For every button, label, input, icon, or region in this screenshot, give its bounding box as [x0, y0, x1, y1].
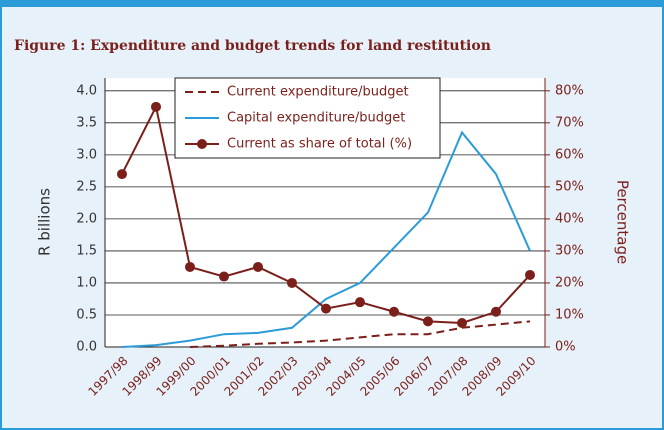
marker	[457, 317, 467, 328]
marker	[117, 169, 127, 180]
legend-label: Current as share of total (%)	[227, 137, 412, 152]
legend-label: Current expenditure/budget	[227, 85, 409, 100]
y2-tick-label: 30%	[555, 243, 584, 258]
chart-title: Figure 1: Expenditure and budget trends …	[14, 38, 491, 54]
marker	[355, 297, 365, 308]
y2-tick-label: 80%	[555, 83, 584, 98]
marker	[287, 277, 297, 288]
top-band	[1, 1, 663, 7]
y2-tick-label: 40%	[555, 211, 584, 226]
y-tick-label: 4.0	[76, 83, 97, 98]
legend-box	[174, 77, 441, 159]
series-line	[189, 320, 531, 348]
y2-axis-label: Percentage	[614, 180, 632, 264]
marker	[321, 303, 331, 314]
y-tick-label: 2.0	[76, 211, 97, 226]
y-tick-label: 1.0	[76, 275, 97, 290]
marker	[525, 269, 535, 280]
y2-tick-label: 20%	[555, 275, 584, 290]
y2-tick-label: 0%	[555, 340, 576, 355]
marker	[185, 261, 195, 272]
marker	[253, 261, 263, 272]
y-tick-label: 0.5	[76, 307, 97, 322]
marker	[423, 316, 433, 327]
series-line	[121, 130, 531, 348]
y-tick-label: 3.5	[76, 115, 97, 130]
legend-label: Capital expenditure/budget	[227, 111, 405, 126]
marker	[219, 271, 229, 282]
y2-tick-label: 70%	[555, 115, 584, 130]
legend-marker	[197, 139, 207, 149]
y-axis-label: R billions	[36, 188, 54, 256]
y2-tick-label: 60%	[555, 147, 584, 162]
y2-tick-label: 10%	[555, 307, 584, 322]
y-tick-label: 3.0	[76, 147, 97, 162]
y2-tick-label: 50%	[555, 179, 584, 194]
marker	[389, 306, 399, 317]
y-tick-label: 2.5	[76, 179, 97, 194]
marker	[491, 306, 501, 317]
marker	[151, 101, 161, 112]
y-tick-label: 0.0	[76, 340, 97, 355]
y-tick-label: 1.5	[76, 243, 97, 258]
